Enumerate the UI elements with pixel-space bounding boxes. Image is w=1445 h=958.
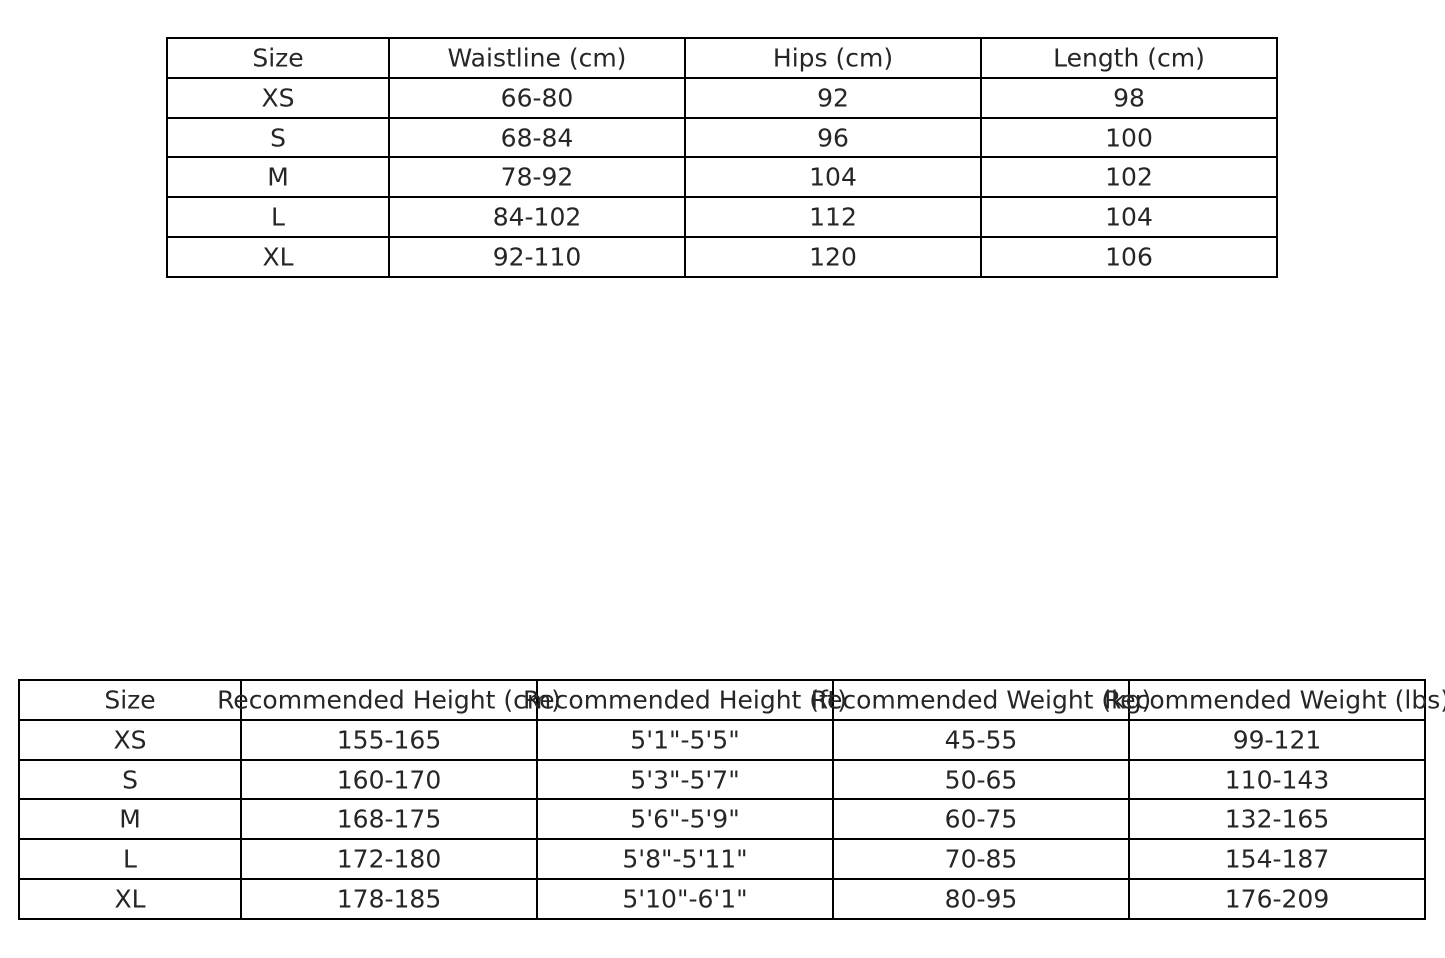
column-header: Recommended Weight (kg): [810, 685, 1152, 715]
cell-text: 155-165: [336, 725, 442, 755]
table-cell: [1128, 878, 1426, 920]
cell-text: 172-180: [336, 844, 442, 874]
cell-text: XS: [113, 725, 147, 755]
cell-text: S: [122, 765, 138, 794]
column-header: Hips (cm): [772, 43, 894, 73]
cell-text: 106: [1105, 242, 1153, 272]
cell-text: 102: [1105, 162, 1153, 192]
cell-text: 96: [817, 123, 849, 152]
cell-text: 66-80: [500, 83, 574, 113]
column-header: Recommended Height (cm): [217, 685, 561, 715]
cell-text: 60-75: [944, 804, 1018, 834]
cell-text: 5'1"-5'5": [630, 725, 740, 755]
column-header: Recommended Height (ft): [523, 685, 847, 715]
cell-text: 154-187: [1224, 844, 1330, 874]
cell-text: M: [267, 162, 289, 192]
table-cell: [980, 236, 1278, 278]
cell-text: M: [119, 804, 141, 834]
cell-text: 160-170: [336, 765, 442, 794]
cell-text: L: [271, 202, 285, 232]
column-header: Recommended Weight (lbs): [1103, 685, 1445, 715]
cell-text: 178-185: [336, 884, 442, 914]
cell-text: XL: [262, 242, 294, 272]
cell-text: S: [270, 123, 286, 152]
cell-text: 5'3"-5'7": [630, 765, 740, 794]
column-header: Length (cm): [1053, 43, 1205, 73]
cell-text: 68-84: [500, 123, 574, 152]
cell-text: 84-102: [492, 202, 582, 232]
cell-text: 92: [817, 83, 849, 113]
column-header: Size: [252, 43, 304, 73]
cell-text: 92-110: [492, 242, 582, 272]
cell-text: XL: [114, 884, 146, 914]
cell-text: 120: [809, 242, 857, 272]
cell-text: 50-65: [944, 765, 1018, 794]
cell-text: L: [123, 844, 137, 874]
column-header: Size: [104, 685, 156, 715]
cell-text: 132-165: [1224, 804, 1330, 834]
cell-text: 100: [1105, 123, 1153, 152]
cell-text: 104: [809, 162, 857, 192]
column-header: Waistline (cm): [447, 43, 627, 73]
cell-text: 70-85: [944, 844, 1018, 874]
cell-text: 99-121: [1232, 725, 1322, 755]
cell-text: 98: [1113, 83, 1145, 113]
cell-text: 168-175: [336, 804, 442, 834]
cell-text: 112: [809, 202, 857, 232]
cell-text: XS: [261, 83, 295, 113]
cell-text: 45-55: [944, 725, 1018, 755]
cell-text: 104: [1105, 202, 1153, 232]
cell-text: 5'6"-5'9": [630, 804, 740, 834]
cell-text: 5'8"-5'11": [622, 844, 748, 874]
cell-text: 176-209: [1224, 884, 1330, 914]
cell-text: 80-95: [944, 884, 1018, 914]
cell-text: 78-92: [500, 162, 574, 192]
cell-text: 110-143: [1224, 765, 1330, 794]
cell-text: 5'10"-6'1": [622, 884, 748, 914]
